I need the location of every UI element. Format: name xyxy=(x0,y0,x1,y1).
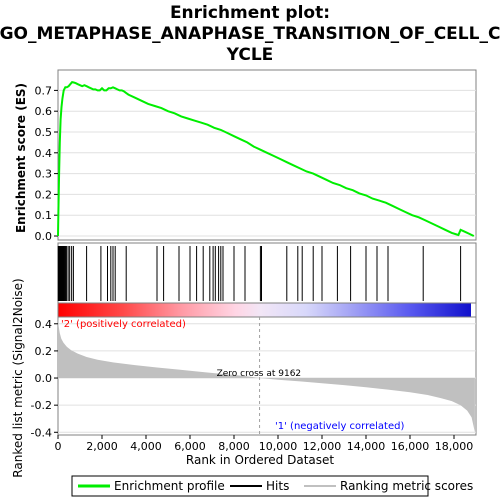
es-tick-label: 0.0 xyxy=(35,230,53,243)
title-line-2: GO_METAPHASE_ANAPHASE_TRANSITION_OF_CELL… xyxy=(0,24,500,44)
metric-tick-label: 0.2 xyxy=(35,345,53,358)
legend-es-label: Enrichment profile xyxy=(114,479,225,493)
es-tick-label: 0.4 xyxy=(35,147,53,160)
title-line-3: YCLE xyxy=(226,45,274,65)
metric-y-axis: -0.4 -0.2 0.0 0.2 0.4 xyxy=(31,318,58,439)
x-tick-label: 12,000 xyxy=(303,440,342,453)
metric-area xyxy=(58,317,475,433)
positive-annotation: '2' (positively correlated) xyxy=(61,319,186,330)
x-tick-label: 2,000 xyxy=(86,440,118,453)
x-tick-label: 10,000 xyxy=(259,440,298,453)
metric-grid xyxy=(58,323,476,433)
metric-tick-label: -0.2 xyxy=(31,399,52,412)
x-axis: 0 2,000 4,000 6,000 8,000 10,000 12,000 14,000 1… xyxy=(55,435,474,453)
x-tick-label: 4,000 xyxy=(130,440,162,453)
x-tick-label: 16,000 xyxy=(391,440,430,453)
negative-annotation: '1' (negatively correlated) xyxy=(275,421,404,432)
title-line-1: Enrichment plot: xyxy=(170,3,330,23)
x-tick-label: 6,000 xyxy=(174,440,206,453)
es-panel xyxy=(57,69,477,241)
rank-colorbar xyxy=(58,303,471,317)
legend-hits-label: Hits xyxy=(266,479,289,493)
es-tick-label: 0.1 xyxy=(35,209,53,222)
es-tick-label: 0.7 xyxy=(35,84,53,97)
x-tick-label: 14,000 xyxy=(347,440,386,453)
es-curve xyxy=(57,80,475,237)
es-y-axis: 0.0 0.1 0.2 0.3 0.4 0.5 0.6 0.7 xyxy=(35,84,58,243)
x-tick-label: 18,000 xyxy=(435,440,474,453)
es-tick-label: 0.5 xyxy=(35,126,53,139)
hits-panel xyxy=(57,242,477,304)
metric-tick-label: 0.0 xyxy=(35,372,53,385)
x-axis-title: Rank in Ordered Dataset xyxy=(186,453,334,467)
legend-metric-label: Ranking metric scores xyxy=(340,479,473,493)
zero-cross-label: Zero cross at 9162 xyxy=(217,369,302,379)
x-tick-label: 8,000 xyxy=(218,440,250,453)
es-tick-label: 0.6 xyxy=(35,105,53,118)
hits-marks xyxy=(57,246,462,301)
es-tick-label: 0.2 xyxy=(35,188,53,201)
es-axis-title: Enrichment score (ES) xyxy=(14,83,28,233)
metric-tick-label: 0.4 xyxy=(35,318,53,331)
metric-axis-title: Ranked list metric (Signal2Noise) xyxy=(11,278,25,477)
metric-tick-label: -0.4 xyxy=(31,426,52,439)
x-tick-label: 0 xyxy=(55,440,62,453)
es-tick-label: 0.3 xyxy=(35,168,53,181)
